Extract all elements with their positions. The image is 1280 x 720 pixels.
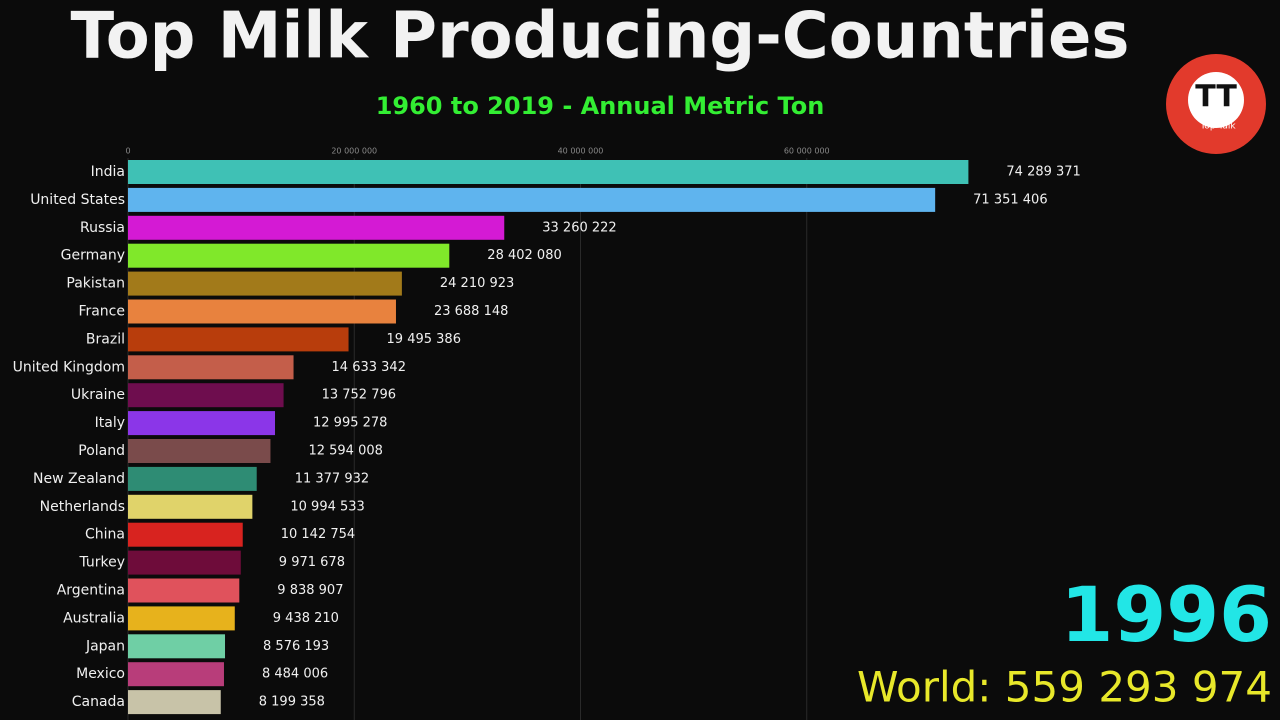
bar [128,215,505,240]
value-label: 74 289 371 [1006,165,1080,180]
x-tick-label: 0 [125,147,130,156]
bar [128,439,271,463]
world-total: World: 559 293 974 [857,663,1272,712]
value-label: 8 576 193 [263,639,329,654]
value-label: 28 402 080 [487,248,561,263]
value-label: 14 633 342 [332,360,406,375]
y-tick-label: Russia [80,220,125,236]
x-tick-label: 40 000 000 [558,147,604,156]
y-tick-label: Netherlands [40,499,125,515]
y-tick-label: United Kingdom [13,359,125,375]
logo-inner [1188,72,1244,128]
logo-caption: Top Talk [1199,122,1236,132]
y-tick-label: Canada [72,694,125,710]
value-label: 33 260 222 [542,220,616,235]
value-label: 10 142 754 [281,527,355,542]
y-tick-label: New Zealand [33,471,125,487]
bar [128,634,226,659]
bar [128,550,241,575]
bar [128,494,253,519]
bar [128,187,936,212]
value-label: 71 351 406 [973,192,1047,207]
chart-title: Top Milk Producing-Countries [71,0,1130,74]
y-tick-label: China [85,527,125,543]
bar [128,578,240,603]
x-tick-label: 60 000 000 [784,147,830,156]
logo: TT Top Talk [1166,54,1266,154]
value-label: 24 210 923 [440,276,514,291]
bar [128,522,243,547]
bar [128,160,969,184]
value-label: 11 377 932 [295,471,369,486]
y-tick-label: United States [30,192,125,208]
value-label: 19 495 386 [387,332,461,347]
chart-subtitle: 1960 to 2019 - Annual Metric Ton [376,92,825,120]
logo-text: TT [1195,80,1237,115]
value-label: 9 438 210 [273,611,339,626]
y-tick-label: Brazil [86,331,125,347]
bar [128,383,284,408]
y-tick-label: India [91,164,125,180]
bar [128,690,221,715]
y-tick-label: Argentina [57,583,125,599]
bar [128,271,402,296]
x-tick-label: 20 000 000 [331,147,377,156]
y-tick-label: Italy [95,415,125,431]
bar [128,466,257,491]
bar [128,299,396,324]
y-tick-label: Mexico [76,666,125,682]
bar [128,327,349,352]
value-label: 23 688 148 [434,304,508,319]
year-label: 1996 [1060,570,1272,659]
value-label: 8 484 006 [262,667,328,682]
y-tick-label: Australia [63,610,125,626]
value-label: 9 838 907 [277,583,343,598]
bar [128,411,276,436]
y-tick-label: Turkey [78,555,125,571]
y-tick-label: Pakistan [66,276,125,292]
bar [128,606,235,631]
value-label: 9 971 678 [279,555,345,570]
y-tick-label: Japan [85,638,125,654]
bar [128,243,450,268]
y-tick-label: Poland [78,443,125,459]
y-tick-label: Germany [61,248,125,264]
value-label: 12 995 278 [313,416,387,431]
value-label: 13 752 796 [322,388,396,403]
y-tick-label: France [78,304,125,320]
y-tick-label: Ukraine [71,387,125,403]
value-label: 12 594 008 [308,444,382,459]
bar [128,662,224,687]
value-label: 8 199 358 [259,695,325,710]
value-label: 10 994 533 [290,499,364,514]
bar [128,355,294,380]
